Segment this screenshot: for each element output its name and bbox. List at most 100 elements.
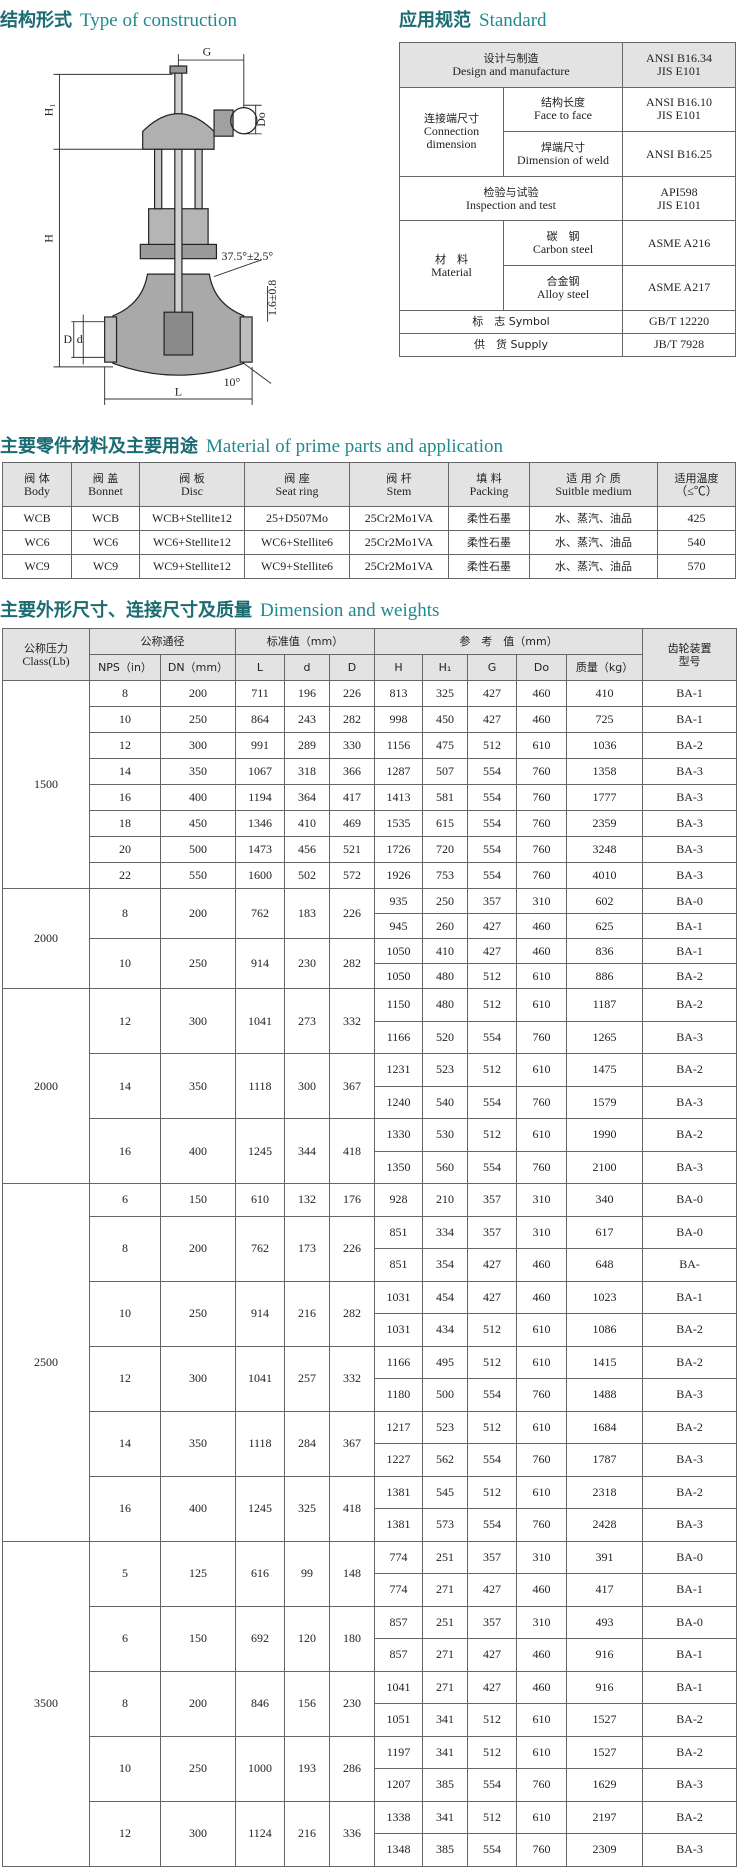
cell: 1527 (565, 1703, 644, 1737)
cell: 25Cr2Mo1VA (349, 554, 449, 579)
cell: 625 (565, 913, 644, 939)
cell: 610 (516, 988, 567, 1022)
cell: 427 (467, 1670, 517, 1704)
data-row: 1031 434 512 610 1086 BA-2 (3, 1313, 738, 1347)
cell: ASME A217 (622, 265, 737, 311)
cell: 230 (284, 938, 330, 989)
text: Face to face (534, 108, 592, 123)
cell: 水、蒸汽、油品 (529, 530, 658, 555)
data-row: 12 300 1041 257 332 1166 495 512 610 1415 BA-2 (3, 1345, 738, 1412)
cell: 357 (467, 1215, 517, 1249)
title-en: Standard (479, 10, 547, 31)
cell: 554 (467, 1833, 517, 1867)
cell: 760 (516, 1833, 567, 1867)
cell: 857 (374, 1605, 423, 1639)
header-cn: 阀 座 (284, 471, 310, 485)
cell: 216 (284, 1280, 330, 1347)
cell: 300 (160, 1345, 236, 1412)
cell: BA-3 (642, 1833, 738, 1867)
cell: BA-3 (642, 1150, 738, 1184)
data-row: 12 300 1124 216 336 1338 341 512 610 2197 BA-2 (3, 1800, 738, 1867)
element (243, 362, 272, 384)
cell: 1684 (565, 1410, 644, 1444)
cell: 1067 (235, 758, 285, 785)
cell: 512 (467, 1118, 517, 1152)
data-row: 18 450 1346 410 469 1535 615 554 760 2359 BA-3 (3, 810, 738, 837)
cell: 1041 (235, 988, 285, 1054)
cell: 200 (160, 1215, 236, 1282)
data-row: 6 150 692 120 180 857 251 357 310 493 BA-0 (3, 1605, 738, 1672)
cell: 762 (235, 888, 285, 939)
class-cell: 2000 (2, 888, 90, 989)
cell: BA-2 (642, 1410, 738, 1444)
cell: 410 (565, 680, 644, 707)
cell: WCB (71, 506, 140, 531)
cell: 250 (160, 1735, 236, 1802)
cell: 720 (422, 836, 468, 863)
title-cn: 主要零件材料及主要用途 (0, 436, 198, 457)
cell: 300 (160, 732, 236, 759)
cell: 1041 (374, 1670, 423, 1704)
element (194, 148, 203, 210)
section-title: 结构形式 Type of construction (0, 6, 237, 32)
cell: BA-0 (642, 888, 738, 914)
cell: 350 (160, 758, 236, 785)
text: JB/T 7928 (653, 337, 705, 352)
cell: 916 (565, 1670, 644, 1704)
cell: ANSI B16.10 JIS E101 (622, 86, 737, 133)
cell: BA-2 (642, 1118, 738, 1152)
cell: 120 (284, 1605, 330, 1672)
cell: 512 (467, 1410, 517, 1444)
element (230, 107, 258, 135)
cell: 标 志 Symbol (398, 309, 624, 334)
cell: 554 (467, 1768, 517, 1802)
cell: BA-0 (642, 1183, 738, 1217)
cell: 512 (467, 732, 517, 759)
cell: 20 (89, 836, 161, 863)
cell: 836 (565, 938, 644, 964)
dim-label: d (77, 332, 83, 346)
text: ASME A216 (647, 235, 711, 250)
cell: WC6+Stellite12 (139, 530, 245, 555)
cell: 250 (422, 888, 468, 914)
cell: 502 (284, 862, 330, 889)
cell: 125 (160, 1540, 236, 1607)
cell: ANSI B16.25 (622, 131, 737, 177)
cell: 928 (374, 1183, 423, 1217)
cell: 460 (516, 1280, 567, 1314)
cell: 935 (374, 888, 423, 914)
cell: 460 (516, 706, 567, 733)
text: Connection (423, 124, 480, 139)
cell: BA-0 (642, 1605, 738, 1639)
cell: 554 (467, 1378, 517, 1412)
cell: 1118 (235, 1053, 285, 1119)
cell: 427 (467, 1248, 517, 1282)
class-cell: 3500 (2, 1540, 90, 1867)
data-row: 22 550 1600 502 572 1926 753 554 760 4010 BA-3 (3, 862, 738, 889)
cell: 427 (467, 938, 517, 964)
cell: 427 (467, 913, 517, 939)
cell: 230 (329, 1670, 375, 1737)
cell: 8 (89, 1670, 161, 1737)
cell: 864 (235, 706, 285, 733)
cell: 340 (565, 1183, 644, 1217)
text: dimension (426, 137, 477, 152)
element: 焊端尺寸 Dimension of weld ANSI B16.25 (400, 131, 737, 177)
cell: 150 (160, 1605, 236, 1672)
class-cell: 1500 (2, 680, 90, 889)
text: Carbon steel (532, 242, 594, 257)
title-en: Dimension and weights (260, 600, 440, 621)
text: 设计与制造 (483, 51, 539, 65)
cell: 434 (422, 1313, 468, 1347)
cell: 1194 (235, 784, 285, 811)
cell: 156 (284, 1670, 330, 1737)
cell: 460 (516, 1638, 567, 1672)
cell: JB/T 7928 (622, 332, 737, 358)
cell: WCB (2, 506, 72, 531)
cell: 573 (422, 1508, 468, 1542)
cell: 12 (89, 732, 161, 759)
cell: 610 (516, 1313, 567, 1347)
cell: BA-3 (642, 862, 738, 889)
cell: 1346 (235, 810, 285, 837)
cell: 450 (422, 706, 468, 733)
